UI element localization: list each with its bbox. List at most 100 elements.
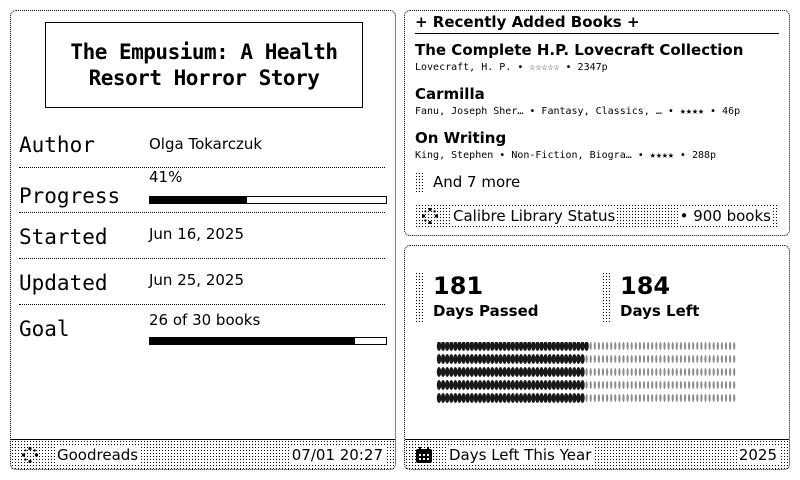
more-indicator: [415, 172, 425, 192]
day-cell: [572, 342, 577, 351]
day-cell: [461, 342, 466, 351]
day-cell: [720, 394, 723, 402]
day-cell: [563, 367, 569, 377]
day-cell: [543, 367, 548, 377]
day-cell: [518, 354, 524, 364]
day-cell: [436, 380, 442, 390]
day-cell: [704, 355, 707, 363]
day-cell: [671, 342, 674, 350]
more-books-link[interactable]: And 7 more: [415, 172, 575, 192]
day-cell: [724, 368, 728, 376]
day-cell: [531, 354, 536, 364]
day-cell: [724, 342, 728, 350]
day-cell: [700, 342, 703, 350]
stat-indicator: [602, 272, 612, 324]
day-cell: [465, 342, 470, 351]
day-cell: [527, 367, 532, 377]
book-item-meta: Lovecraft, H. P. • ☆☆☆☆☆ • 2347p: [415, 62, 608, 73]
day-cell: [651, 381, 654, 389]
day-cell: [453, 380, 458, 390]
day-cell: [490, 380, 495, 390]
day-cell: [465, 380, 470, 390]
day-cell: [568, 342, 573, 351]
day-cell: [518, 342, 524, 351]
day-cell: [593, 355, 596, 363]
day-cell: [498, 354, 503, 364]
day-cell: [585, 355, 588, 363]
day-cell: [675, 394, 678, 402]
day-cell: [457, 367, 462, 377]
day-cell: [547, 393, 552, 403]
day-cell: [502, 393, 507, 403]
day-cell: [514, 367, 520, 377]
day-cell: [729, 368, 732, 376]
day-cell: [733, 342, 736, 350]
day-cell: [580, 367, 585, 377]
day-cell: [527, 342, 532, 351]
day-cell: [572, 380, 577, 390]
day-cell: [606, 368, 609, 376]
day-cell: [531, 380, 536, 390]
recent-book-item[interactable]: The Complete H.P. Lovecraft Collection L…: [415, 41, 779, 73]
day-cell: [679, 342, 682, 350]
recent-book-item[interactable]: On Writing King, Stephen • Non-Fiction, …: [415, 129, 779, 161]
day-cell: [457, 342, 462, 351]
day-cell: [708, 381, 711, 389]
day-cell: [601, 381, 605, 389]
day-cell: [667, 355, 670, 363]
day-cell: [457, 393, 462, 403]
book-item-title: On Writing: [415, 129, 507, 147]
progress-label: Progress: [19, 184, 121, 208]
day-cell: [618, 368, 621, 376]
day-cell: [436, 354, 442, 364]
day-cell: [692, 368, 695, 376]
day-cell: [622, 355, 625, 363]
day-cell: [679, 368, 682, 376]
day-cell: [584, 342, 589, 351]
day-cell: [453, 342, 458, 351]
day-cell: [630, 368, 633, 376]
day-cell: [436, 393, 442, 403]
day-cell: [659, 342, 662, 350]
day-cell: [568, 380, 573, 390]
day-cell: [733, 394, 736, 402]
day-cell: [651, 342, 654, 350]
day-cell: [589, 342, 592, 350]
day-cell: [527, 380, 532, 390]
day-cell: [510, 367, 515, 377]
day-cell: [547, 354, 552, 364]
day-cell: [440, 380, 446, 390]
goal-value: 26 of 30 books: [149, 311, 261, 329]
day-cell: [473, 380, 479, 390]
progress-row: Progress 41%: [19, 168, 387, 213]
day-cell: [733, 355, 736, 363]
day-cell: [626, 355, 629, 363]
days-footer-year: 2025: [736, 445, 779, 464]
day-cell: [688, 368, 691, 376]
day-cell: [683, 368, 687, 376]
day-cell: [671, 368, 674, 376]
sync-icon: [21, 446, 39, 463]
day-cell: [539, 354, 544, 364]
day-cell: [729, 394, 732, 402]
day-cell: [477, 367, 483, 377]
day-cell: [576, 354, 581, 364]
recent-books-panel: + Recently Added Books + The Complete H.…: [404, 10, 790, 236]
day-cell: [667, 394, 670, 402]
day-cell: [638, 355, 641, 363]
day-cell: [551, 354, 556, 364]
day-cell: [510, 393, 515, 403]
day-cell: [453, 354, 458, 364]
day-cell: [477, 342, 483, 351]
day-cell: [490, 354, 495, 364]
day-cell: [469, 380, 474, 390]
day-cell: [469, 367, 474, 377]
recent-book-item[interactable]: Carmilla Fanu, Joseph Sher… • Fantasy, C…: [415, 85, 779, 117]
goodreads-label: Goodreads: [55, 445, 141, 464]
day-cell: [696, 342, 699, 350]
day-cell: [606, 394, 609, 402]
day-cell: [465, 393, 470, 403]
day-cell: [559, 342, 565, 351]
day-cell: [445, 380, 450, 390]
day-cell: [527, 393, 532, 403]
